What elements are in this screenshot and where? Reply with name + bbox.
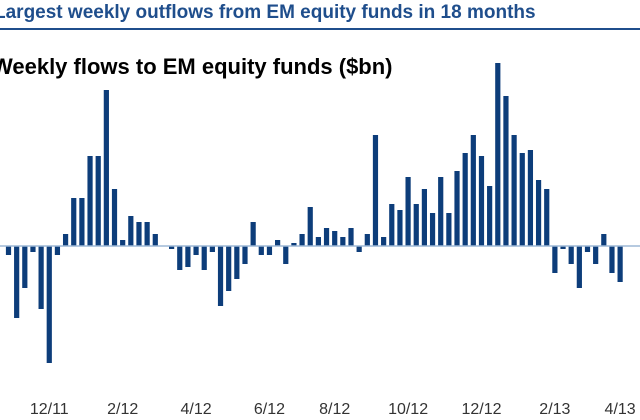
x-tick-label: 2/13 xyxy=(539,401,570,418)
bar xyxy=(46,246,52,363)
bar xyxy=(584,246,591,252)
bar xyxy=(136,222,142,246)
x-tick-label: 4/13 xyxy=(605,401,636,418)
bar xyxy=(275,240,281,246)
bar xyxy=(372,135,379,246)
bar xyxy=(560,246,566,249)
bar xyxy=(470,135,476,246)
bar xyxy=(348,228,354,246)
bar xyxy=(454,171,460,246)
bar xyxy=(307,207,313,246)
bar xyxy=(340,237,346,246)
bar xyxy=(438,177,444,246)
title-divider xyxy=(0,28,640,30)
bar xyxy=(71,198,77,246)
bar xyxy=(291,243,297,246)
bar xyxy=(22,246,28,288)
bar xyxy=(323,228,330,246)
bar xyxy=(617,246,623,282)
bar xyxy=(250,222,256,246)
bar xyxy=(429,213,436,246)
bar xyxy=(242,246,248,264)
bar xyxy=(217,246,224,306)
bar xyxy=(177,246,183,270)
bar xyxy=(405,177,411,246)
x-tick-label: 6/12 xyxy=(254,401,285,418)
x-axis-tick-labels: 12/11 2/12 4/12 6/12 8/12 10/12 12/12 2/13 4/13 xyxy=(30,401,636,418)
bar xyxy=(234,246,240,279)
bar xyxy=(527,150,534,246)
x-tick-label: 8/12 xyxy=(319,401,350,418)
bar xyxy=(79,198,85,246)
bar xyxy=(601,234,607,246)
chart-subtitle: Weekly flows to EM equity funds ($bn) xyxy=(0,54,393,79)
bar xyxy=(421,189,427,246)
bar xyxy=(397,210,403,246)
bar xyxy=(389,204,395,246)
x-tick-label: 4/12 xyxy=(180,401,211,418)
bar xyxy=(5,246,12,255)
bar xyxy=(201,246,207,270)
bar xyxy=(576,246,582,288)
bar xyxy=(356,246,362,252)
bar xyxy=(593,246,599,264)
bar xyxy=(258,246,264,255)
bar xyxy=(185,246,191,267)
bar xyxy=(478,156,485,246)
bar xyxy=(283,246,289,264)
bar xyxy=(14,246,20,318)
bar xyxy=(299,234,305,246)
bar xyxy=(169,246,175,249)
bar xyxy=(54,246,61,255)
bar xyxy=(30,246,36,252)
bar xyxy=(495,63,501,246)
bar xyxy=(209,246,215,252)
bar xyxy=(519,153,525,246)
bar xyxy=(364,234,370,246)
bar xyxy=(332,231,338,246)
bar xyxy=(266,246,273,255)
x-tick-label: 10/12 xyxy=(388,401,428,418)
bar xyxy=(413,204,419,246)
bar xyxy=(95,156,101,246)
bar xyxy=(103,90,109,246)
bar xyxy=(552,246,558,273)
bar-series xyxy=(5,63,623,363)
bar xyxy=(446,213,452,246)
bar xyxy=(120,240,126,246)
x-tick-label: 12/11 xyxy=(30,401,69,418)
bar xyxy=(87,156,93,246)
x-tick-label: 2/12 xyxy=(107,401,138,418)
bar xyxy=(38,246,44,309)
bar xyxy=(535,180,542,246)
bar xyxy=(128,216,134,246)
bar xyxy=(503,96,509,246)
bar xyxy=(511,135,517,246)
bar xyxy=(487,186,493,246)
chart-title: Largest weekly outflows from EM equity f… xyxy=(0,2,536,23)
bar xyxy=(152,234,158,246)
bar xyxy=(462,153,468,246)
bar xyxy=(62,234,69,246)
bar xyxy=(381,237,387,246)
bar xyxy=(609,246,615,273)
bar xyxy=(544,189,550,246)
bar xyxy=(315,237,321,246)
bar xyxy=(226,246,232,291)
bar xyxy=(144,222,150,246)
x-tick-label: 12/12 xyxy=(461,401,501,418)
bar xyxy=(193,246,199,255)
bar xyxy=(568,246,574,264)
bar xyxy=(111,189,118,246)
